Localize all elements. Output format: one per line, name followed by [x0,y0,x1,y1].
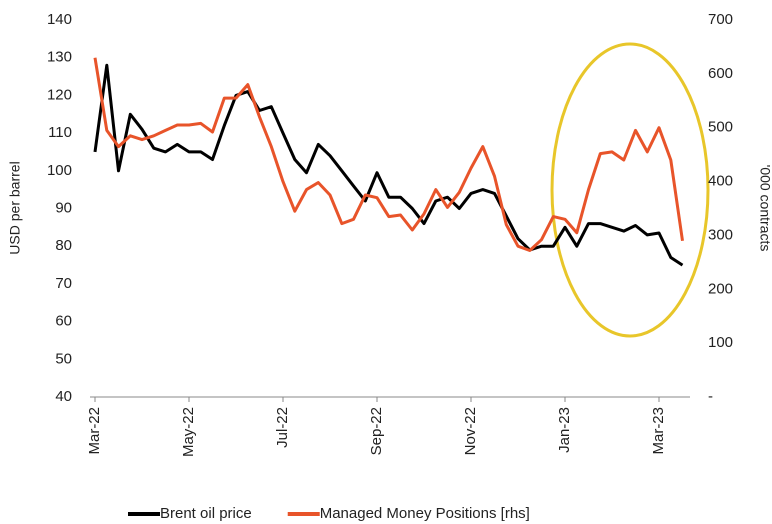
y2-tick-label: 300 [708,226,733,243]
y2-tick-label: 500 [708,119,733,136]
y-tick-label: 40 [55,388,72,405]
x-tick-label: Jan-23 [556,407,573,453]
y-tick-label: 130 [47,49,72,66]
y-tick-label: 70 [55,275,72,292]
series-line [93,57,684,252]
x-tick-label: Mar-22 [86,407,103,455]
y2-axis-title: '000 contracts [757,165,772,252]
legend-label: Managed Money Positions [rhs] [320,505,530,522]
y-tick-label: 120 [47,86,72,103]
y2-tick-label: 100 [708,334,733,351]
x-tick-label: Nov-22 [462,407,479,455]
y-tick-label: 60 [55,313,72,330]
y-tick-label: 80 [55,237,72,254]
y-tick-label: 110 [48,124,72,141]
series-line [93,63,684,267]
highlight-ellipse [550,42,710,338]
y2-tick-label: 700 [708,11,733,28]
y-tick-label: 140 [47,11,72,28]
y2-tick-label: 400 [708,173,733,190]
y-tick-label: 100 [47,162,72,179]
y-tick-label: 90 [55,199,72,216]
y2-tick-label: 200 [708,280,733,297]
legend-label: Brent oil price [160,505,252,522]
y2-tick-label: 600 [708,65,733,82]
x-tick-label: May-22 [180,407,197,457]
x-tick-label: Sep-22 [368,407,385,455]
y-tick-label: 50 [55,350,72,367]
y2-tick-label: - [708,388,713,405]
y-axis-title: USD per barrel [7,161,23,254]
x-tick-label: Mar-23 [650,407,667,455]
x-tick-label: Jul-22 [274,407,291,448]
